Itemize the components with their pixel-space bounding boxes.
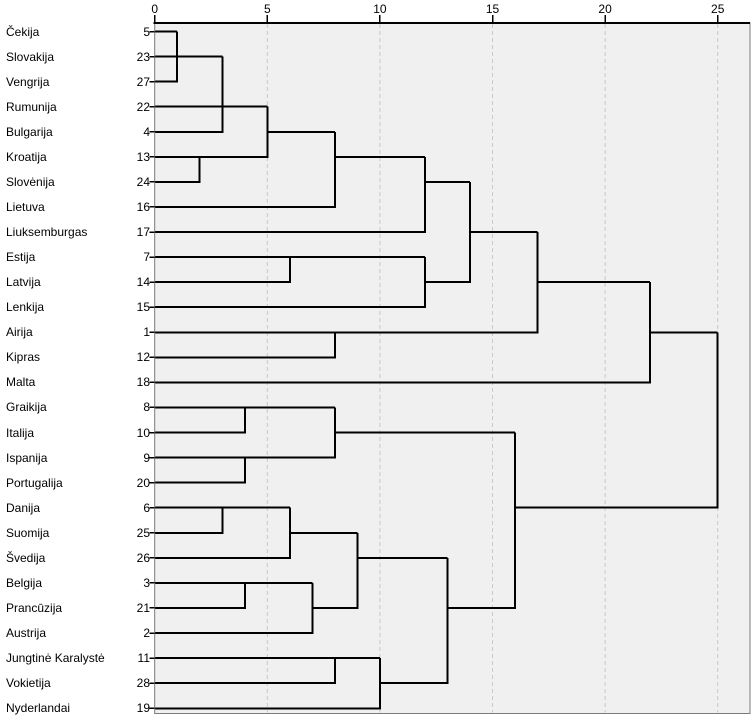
leaf-label: Vokietija	[6, 676, 51, 691]
plot-background	[154, 23, 750, 714]
leaf-number: 12	[136, 350, 150, 365]
leaf-label: Prancūzija	[6, 600, 63, 615]
leaf-number: 6	[143, 500, 150, 515]
leaf-label: Vengrija	[6, 74, 50, 89]
leaf-label: Latvija	[6, 275, 41, 290]
leaf-number: 11	[137, 651, 150, 666]
x-axis-tick-label: 25	[711, 2, 725, 16]
leaf-label: Slovakija	[6, 49, 55, 64]
leaf-number: 2	[143, 626, 150, 641]
leaf-number: 16	[136, 199, 150, 214]
leaf-number: 28	[136, 676, 150, 691]
x-axis-tick-label: 15	[486, 2, 500, 16]
leaf-number: 20	[136, 475, 150, 490]
x-axis-tick-label: 0	[151, 2, 158, 16]
leaf-label: Bulgarija	[6, 124, 53, 139]
leaf-label: Čekija	[6, 24, 40, 39]
leaf-label: Suomija	[6, 525, 50, 540]
leaf-label: Švedija	[6, 550, 46, 565]
leaf-number: 18	[136, 375, 150, 390]
leaf-label: Jungtinė Karalystė	[6, 651, 105, 666]
leaf-number: 26	[136, 550, 150, 565]
leaf-number: 10	[136, 425, 150, 440]
leaf-label: Nyderlandai	[6, 701, 71, 716]
leaf-label: Lenkija	[6, 300, 45, 315]
leaf-label: Italija	[6, 425, 35, 440]
leaf-label: Austrija	[6, 626, 47, 641]
leaf-number: 1	[143, 325, 150, 340]
leaf-label: Danija	[6, 500, 41, 515]
leaf-number: 23	[136, 49, 150, 64]
leaf-label: Lietuva	[6, 199, 45, 214]
leaf-number: 27	[136, 74, 150, 89]
leaf-number: 15	[136, 300, 150, 315]
leaf-label: Airija	[6, 325, 33, 340]
leaf-number: 14	[136, 275, 150, 290]
leaf-number: 3	[143, 575, 150, 590]
leaf-label: Malta	[6, 375, 36, 390]
leaf-number: 9	[143, 450, 150, 465]
leaf-label: Belgija	[6, 575, 43, 590]
leaf-label: Graikija	[6, 400, 47, 415]
leaf-number: 13	[136, 149, 150, 164]
leaf-number: 4	[143, 124, 150, 139]
leaf-label: Portugalija	[6, 475, 63, 490]
leaf-number: 24	[136, 174, 150, 189]
x-axis-tick-label: 5	[264, 2, 271, 16]
leaf-label: Rumunija	[6, 99, 57, 114]
leaf-number: 8	[143, 400, 150, 415]
leaf-label: Estija	[6, 250, 36, 265]
leaf-label: Liuksemburgas	[6, 225, 88, 240]
leaf-label: Ispanija	[6, 450, 48, 465]
leaf-number: 5	[143, 24, 150, 39]
leaf-number: 17	[136, 225, 150, 240]
leaf-number: 21	[136, 600, 150, 615]
leaf-label: Slovėnija	[6, 174, 55, 189]
leaf-number: 7	[143, 250, 150, 265]
leaf-number: 19	[136, 701, 150, 716]
leaf-number: 25	[136, 525, 150, 540]
leaf-number: 22	[136, 99, 150, 114]
x-axis-tick-label: 20	[598, 2, 612, 16]
leaf-label: Kipras	[6, 350, 41, 365]
x-axis-tick-label: 10	[373, 2, 387, 16]
leaf-label: Kroatija	[6, 149, 47, 164]
